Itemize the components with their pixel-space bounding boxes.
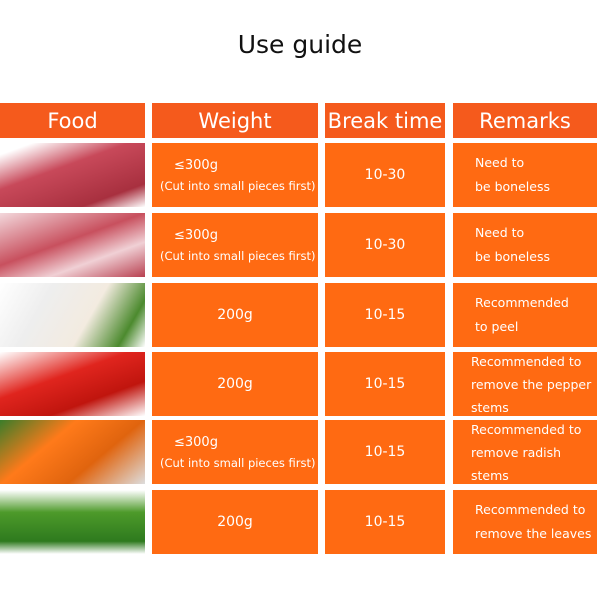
weight-note: (Cut into small pieces first): [160, 455, 316, 470]
remarks-line: stems: [471, 467, 509, 483]
header-cell: Weight: [152, 103, 318, 138]
remarks-line: Recommended to: [471, 353, 582, 369]
weight-value: ≤300g: [174, 157, 218, 173]
break-time-cell: 10-15: [325, 490, 445, 554]
remarks-line: Recommended to: [475, 502, 586, 517]
food-image-red-pepper: [0, 352, 145, 416]
break-time-cell: 10-30: [325, 143, 445, 207]
weight-note: (Cut into small pieces first): [160, 248, 316, 263]
break-time-value: 10-30: [364, 237, 406, 253]
remarks-line: Recommended: [475, 295, 569, 310]
remarks-cell: Recommended to remove the leaves: [453, 490, 597, 554]
weight-value: ≤300g: [174, 227, 218, 243]
remarks-line: remove the pepper: [471, 376, 592, 392]
remarks-cell: Recommended to remove radish stems: [453, 420, 597, 484]
weight-value: 200g: [217, 376, 253, 392]
remarks-line: to peel: [475, 319, 519, 334]
remarks-cell: Recommended to remove the pepper stems: [453, 352, 597, 416]
header-label: Remarks: [479, 108, 571, 133]
page-title: Use guide: [237, 30, 363, 59]
remarks-cell: Recommended to peel: [453, 283, 597, 347]
weight-value: 200g: [217, 514, 253, 530]
break-time-value: 10-15: [364, 307, 406, 323]
remarks-line: Need to: [475, 225, 525, 240]
food-image-carrot: [0, 420, 145, 484]
header-label: Break time: [327, 108, 443, 133]
food-image-pork: [0, 213, 145, 277]
weight-value: ≤300g: [174, 434, 218, 450]
header-cell: Break time: [325, 103, 445, 138]
header-label: Weight: [198, 108, 272, 133]
remarks-cell: Need to be boneless: [453, 143, 597, 207]
break-time-value: 10-15: [364, 514, 406, 530]
break-time-cell: 10-15: [325, 283, 445, 347]
break-time-cell: 10-30: [325, 213, 445, 277]
remarks-line: remove radish: [471, 444, 562, 460]
remarks-line: be boneless: [475, 249, 550, 264]
weight-cell: 200g: [152, 352, 318, 416]
remarks-line: stems: [471, 399, 509, 415]
weight-note: (Cut into small pieces first): [160, 178, 316, 193]
weight-cell: 200g: [152, 490, 318, 554]
header-label: Food: [47, 108, 98, 133]
header-cell: Remarks: [453, 103, 597, 138]
break-time-value: 10-30: [364, 167, 406, 183]
remarks-line: be boneless: [475, 179, 550, 194]
food-image-garlic: [0, 283, 145, 347]
weight-cell: ≤300g (Cut into small pieces first): [152, 143, 318, 207]
break-time-cell: 10-15: [325, 420, 445, 484]
break-time-value: 10-15: [364, 444, 406, 460]
remarks-line: Need to: [475, 155, 525, 170]
remarks-line: Recommended to: [471, 421, 582, 437]
weight-cell: ≤300g (Cut into small pieces first): [152, 420, 318, 484]
weight-cell: 200g: [152, 283, 318, 347]
remarks-line: remove the leaves: [475, 526, 592, 541]
break-time-value: 10-15: [364, 376, 406, 392]
break-time-cell: 10-15: [325, 352, 445, 416]
remarks-cell: Need to be boneless: [453, 213, 597, 277]
header-cell: Food: [0, 103, 145, 138]
food-image-beef: [0, 143, 145, 207]
weight-cell: ≤300g (Cut into small pieces first): [152, 213, 318, 277]
weight-value: 200g: [217, 307, 253, 323]
food-image-coriander: [0, 490, 145, 554]
